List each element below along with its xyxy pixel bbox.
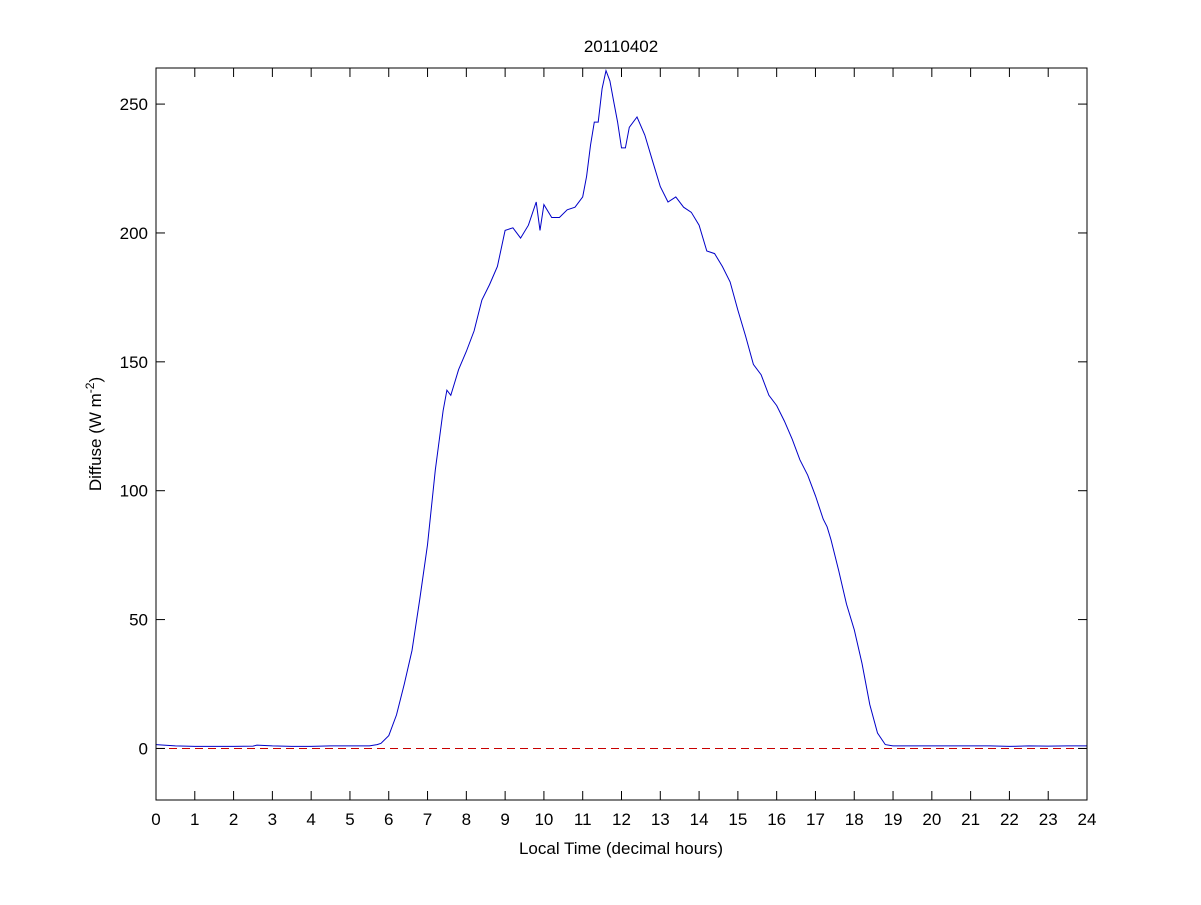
x-tick-label: 19: [884, 810, 903, 829]
x-tick-label: 9: [500, 810, 509, 829]
chart-title: 20110402: [584, 37, 658, 56]
ticks-layer: 0 1 2 3 4 5 6 7 8 9 10 11 12 13 14 15 16 17 18 19 20 21 22 23 24…: [120, 68, 1097, 829]
x-tick-label: 3: [268, 810, 277, 829]
x-axis-label: Local Time (decimal hours): [519, 839, 723, 858]
plot-background: [156, 68, 1087, 800]
y-axis-label: Diffuse (W m-2): [83, 377, 105, 491]
x-tick-label: 2: [229, 810, 238, 829]
x-tick-label: 6: [384, 810, 393, 829]
y-tick-label: 250: [120, 95, 148, 114]
y-tick-label: 200: [120, 224, 148, 243]
y-axis-label-main: Diffuse (W m: [86, 393, 105, 491]
x-tick-label: 16: [767, 810, 786, 829]
x-tick-label: 12: [612, 810, 631, 829]
axes-box: [155, 67, 1088, 801]
x-tick-label: 23: [1039, 810, 1058, 829]
series-layer: [155, 68, 1087, 749]
x-tick-label: 15: [728, 810, 747, 829]
x-tick-label: 1: [190, 810, 199, 829]
y-tick-label: 150: [120, 353, 148, 372]
x-tick-label: 5: [345, 810, 354, 829]
x-tick-label: 22: [1000, 810, 1019, 829]
x-tick-label: 14: [690, 810, 709, 829]
x-tick-label: 20: [922, 810, 941, 829]
x-tick-label: 17: [806, 810, 825, 829]
x-tick-label: 18: [845, 810, 864, 829]
x-tick-label: 0: [151, 810, 160, 829]
x-tick-label: 7: [423, 810, 432, 829]
diffuse-series-line: [155, 68, 1087, 747]
x-tick-label: 4: [306, 810, 315, 829]
y-tick-label: 100: [120, 482, 148, 501]
x-tick-label: 24: [1078, 810, 1097, 829]
x-tick-label: 11: [574, 810, 592, 829]
x-tick-label: 10: [534, 810, 553, 829]
x-tick-label: 21: [961, 810, 980, 829]
x-tick-label: 13: [651, 810, 670, 829]
y-tick-label: 0: [139, 739, 148, 758]
y-tick-label: 50: [129, 611, 148, 630]
y-axis-label-superscript: -2: [83, 382, 97, 393]
y-axis-label-close: ): [86, 377, 105, 383]
x-tick-label: 8: [462, 810, 471, 829]
